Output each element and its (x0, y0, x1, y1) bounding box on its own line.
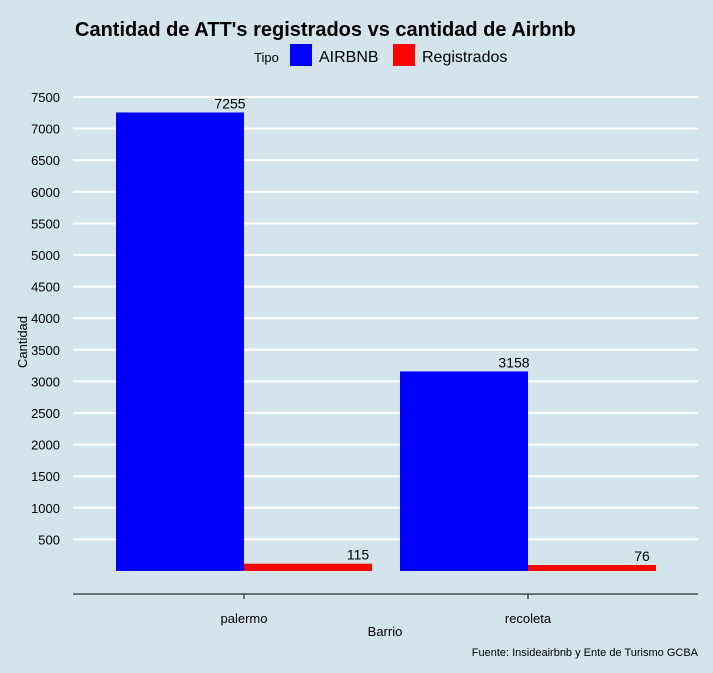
x-axis-ticks: palermo recoleta (221, 594, 552, 626)
y-tick-label: 5000 (31, 248, 60, 263)
y-tick-label: 4000 (31, 311, 60, 326)
y-tick-label: 3000 (31, 374, 60, 389)
x-tick-label-recoleta: recoleta (505, 611, 552, 626)
y-tick-label: 500 (38, 532, 60, 547)
y-tick-label: 5500 (31, 216, 60, 231)
data-labels: 7255 115 3158 76 (214, 95, 650, 564)
data-label-airbnb-palermo: 7255 (214, 95, 245, 111)
bar-registrados-palermo (244, 563, 372, 571)
y-tick-label: 7000 (31, 122, 60, 137)
y-tick-label: 2500 (31, 406, 60, 421)
data-label-registrados-recoleta: 76 (634, 548, 650, 564)
data-label-registrados-palermo: 115 (347, 547, 370, 563)
legend-swatch-registrados (393, 44, 415, 66)
bar-registrados-recoleta (528, 565, 656, 571)
y-tick-label: 6000 (31, 185, 60, 200)
chart-title: Cantidad de ATT's registrados vs cantida… (75, 19, 576, 41)
legend-label-registrados: Registrados (422, 49, 507, 66)
legend: Tipo AIRBNB Registrados (254, 44, 507, 66)
y-axis-ticks: 500 1000 1500 2000 2500 3000 3500 4000 4500 5000 5… (31, 90, 60, 547)
x-tick-label-palermo: palermo (221, 611, 268, 626)
bars (116, 112, 656, 571)
y-tick-label: 1500 (31, 469, 60, 484)
y-axis-title: Cantidad (15, 316, 30, 368)
y-tick-label: 2000 (31, 438, 60, 453)
bar-airbnb-palermo (116, 112, 244, 571)
legend-label-airbnb: AIRBNB (319, 49, 379, 66)
bar-airbnb-recoleta (400, 371, 528, 571)
legend-title: Tipo (254, 50, 279, 65)
y-tick-label: 7500 (31, 90, 60, 105)
y-tick-label: 6500 (31, 153, 60, 168)
source-caption: Fuente: Insideairbnb y Ente de Turismo G… (472, 647, 699, 659)
y-tick-label: 3500 (31, 343, 60, 358)
y-tick-label: 1000 (31, 501, 60, 516)
x-axis-title: Barrio (368, 624, 403, 639)
data-label-airbnb-recoleta: 3158 (498, 354, 529, 370)
y-tick-label: 4500 (31, 280, 60, 295)
legend-swatch-airbnb (290, 44, 312, 66)
